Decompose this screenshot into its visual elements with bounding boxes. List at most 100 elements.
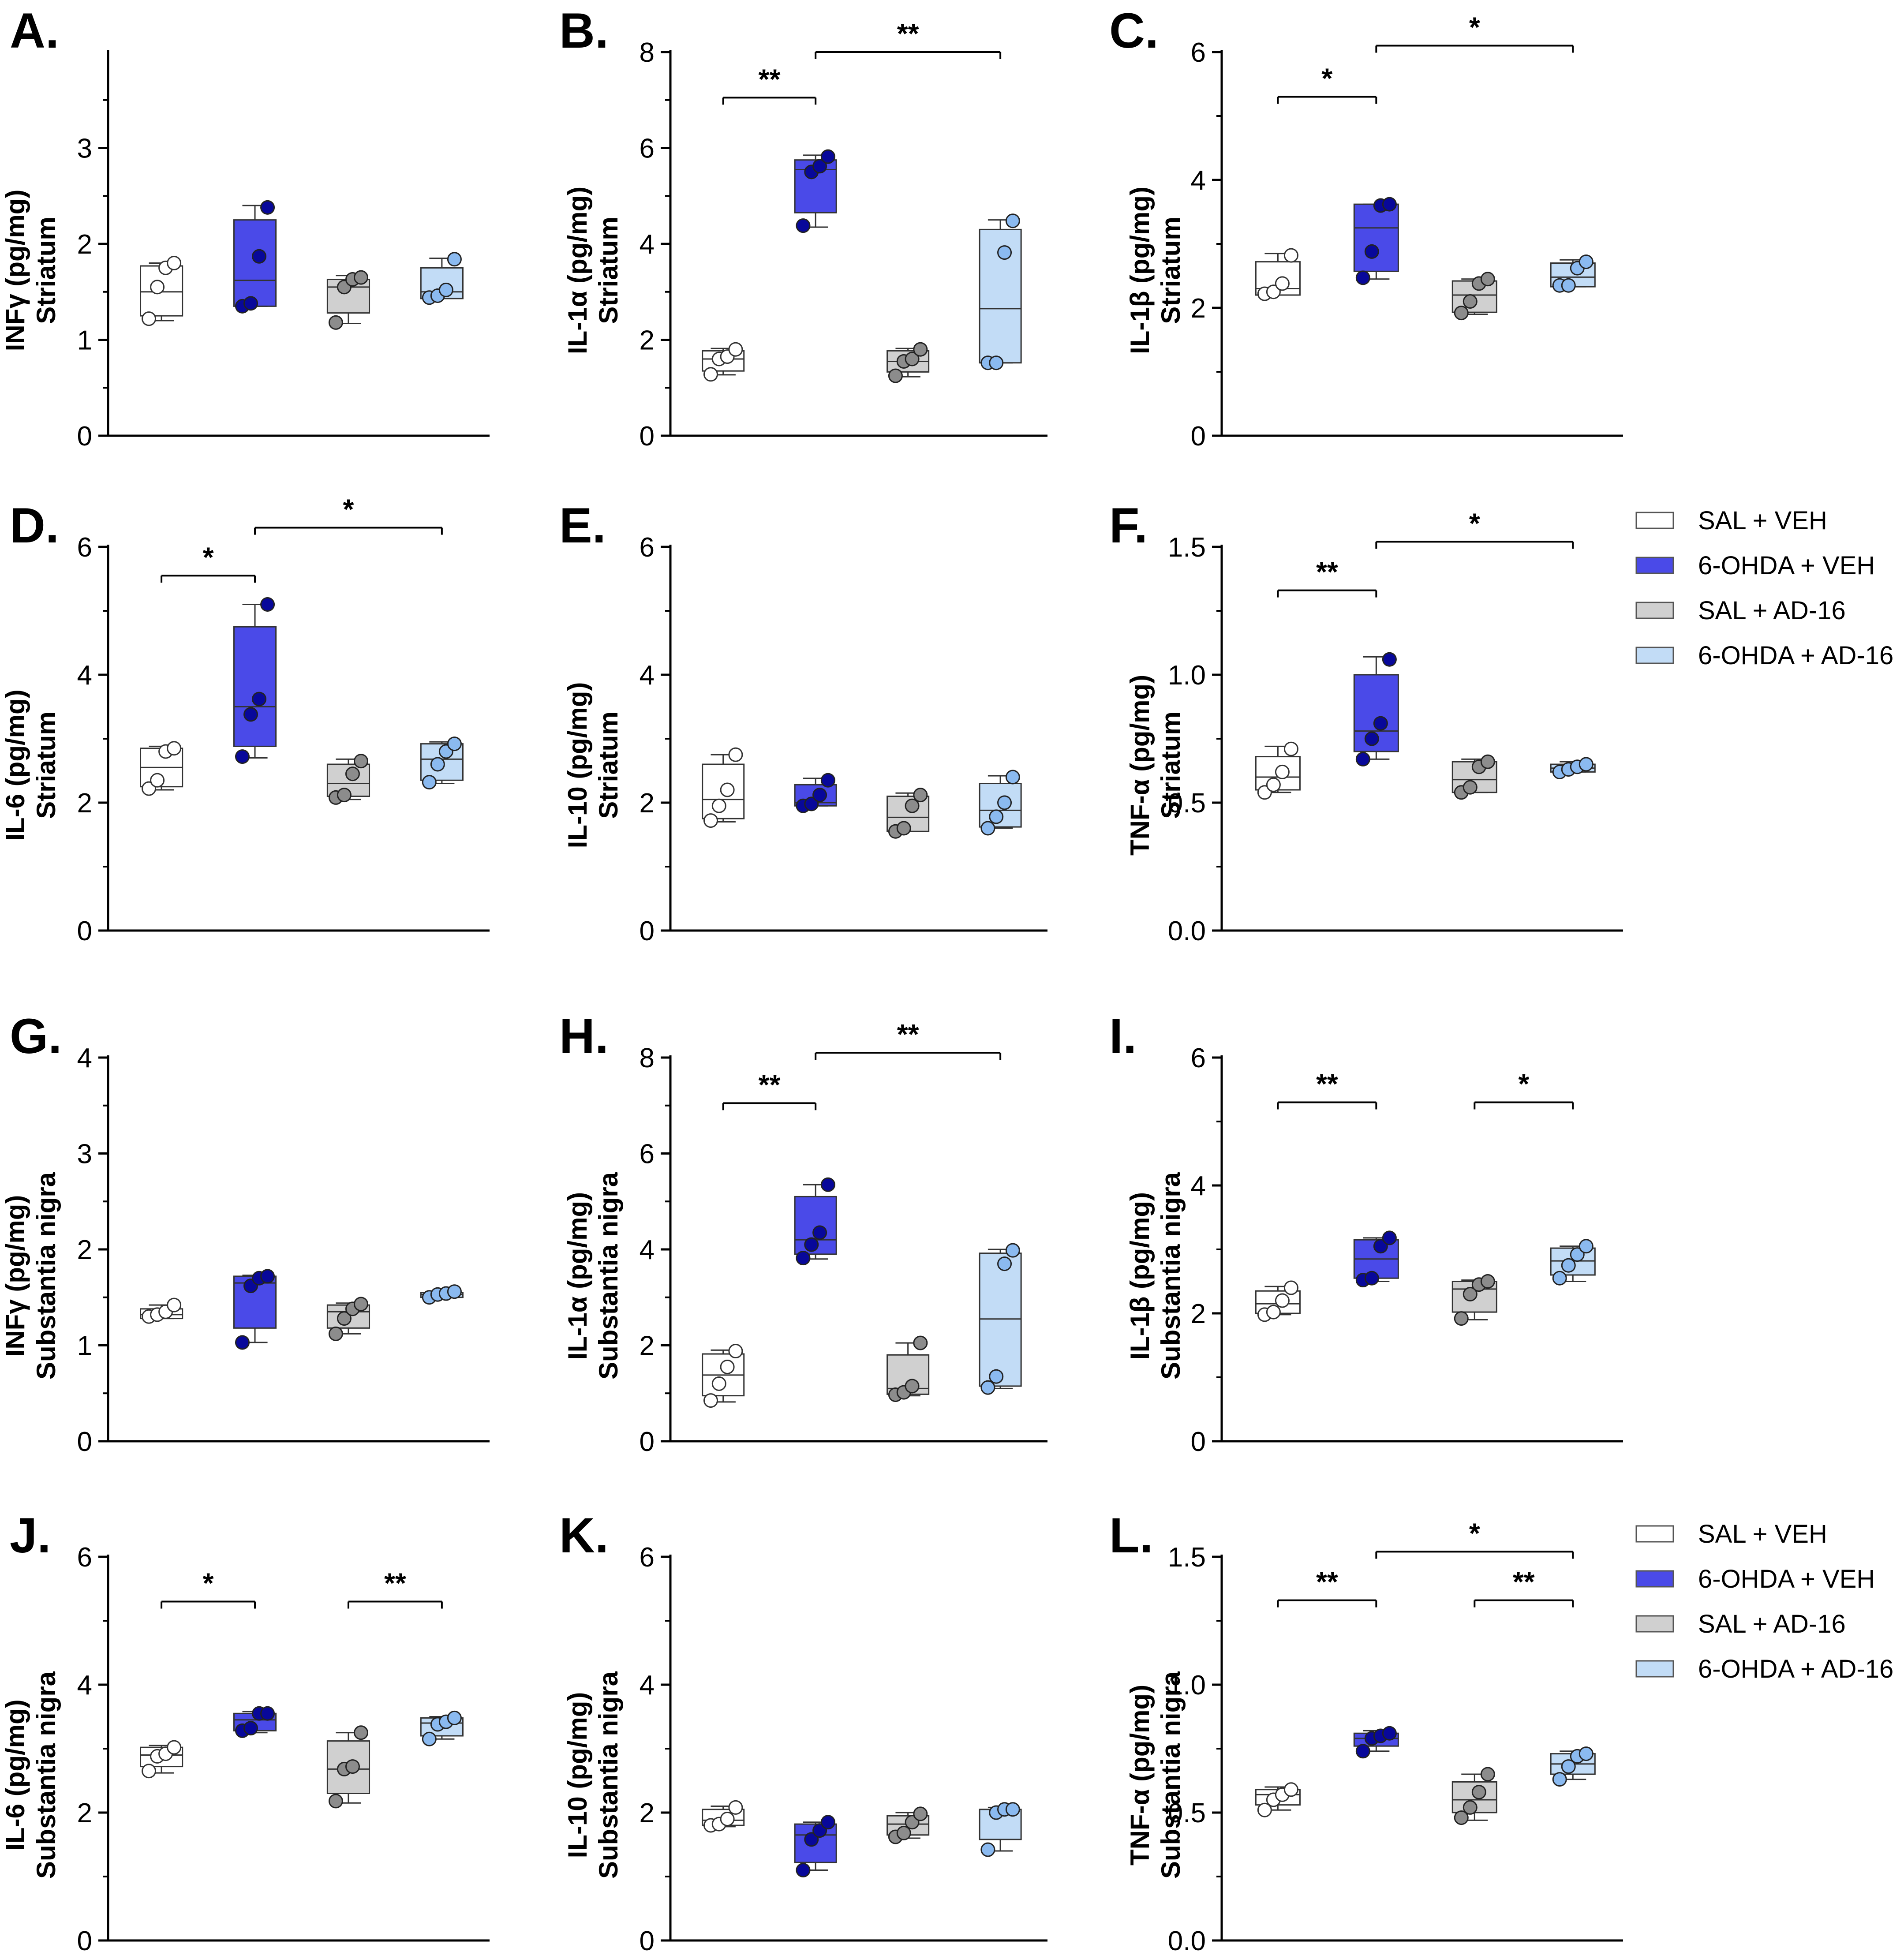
data-point (905, 351, 920, 366)
data-point (1005, 213, 1020, 228)
data-point (1579, 1239, 1594, 1254)
y-axis-label: IL-1α (pg/mg)Striatum (563, 187, 623, 354)
significance-bar: ** (1277, 1068, 1377, 1110)
data-point (997, 245, 1012, 260)
y-axis-label-line: Substantia nigra (31, 1671, 61, 1879)
panel-label: I. (1109, 1009, 1137, 1064)
significance-bar: * (1375, 11, 1574, 53)
y-axis-label-line: Substantia nigra (1156, 1172, 1186, 1380)
y-tick-label: 1.0 (1168, 1670, 1206, 1701)
panel-a: A. 0 1 2 3 INFγ (pg/mg)Striatum (0, 3, 490, 452)
data-point (1552, 1271, 1567, 1286)
data-point (260, 200, 275, 215)
legend-swatch (1635, 1660, 1674, 1678)
data-point (1275, 1293, 1290, 1308)
significance-bar: ** (722, 63, 817, 105)
data-point (1561, 1258, 1576, 1273)
y-axis-label: IL-1β (pg/mg)Striatum (1125, 187, 1186, 354)
y-tick-label: 0 (640, 1427, 655, 1457)
significance-bar: ** (1474, 1566, 1574, 1608)
data-point (243, 1721, 258, 1736)
box-iqr (979, 1252, 1022, 1387)
legend-swatch (1635, 557, 1674, 574)
box-6-ohda-ad-16 (1550, 1746, 1596, 1787)
data-point (150, 280, 165, 295)
data-point (447, 1284, 462, 1299)
y-tick-label: 2 (77, 788, 92, 819)
box-sal-veh (140, 256, 183, 326)
data-point (1005, 770, 1020, 785)
y-tick-label: 6 (1191, 1043, 1206, 1073)
data-point (243, 707, 258, 722)
data-point (796, 1251, 811, 1266)
data-point (1480, 1274, 1495, 1289)
data-point (703, 813, 718, 828)
data-point (820, 1177, 835, 1192)
box-sal-veh (702, 1800, 745, 1833)
sig-label: ** (759, 63, 781, 95)
data-point (353, 1297, 368, 1312)
significance-bar: ** (815, 18, 1002, 59)
box-sal-veh (140, 741, 183, 796)
y-tick-label: 1 (77, 325, 92, 356)
data-point (812, 788, 827, 803)
sig-label: * (1469, 11, 1480, 43)
y-tick-label: 2 (1191, 1299, 1206, 1329)
y-tick-label: 0 (640, 421, 655, 452)
significance-bar: ** (1277, 556, 1377, 598)
data-point (1283, 741, 1298, 756)
panel-label: H. (559, 1009, 609, 1064)
sig-label: ** (759, 1069, 781, 1100)
y-axis-label-line: Striatum (1156, 217, 1186, 324)
panel-b: B. 0 2 4 6 8 IL-1α (pg/mg)Striatum ** ** (559, 3, 1047, 452)
sig-label: * (203, 541, 214, 573)
panel-label: G. (10, 1009, 62, 1064)
box-sal-ad-16 (1451, 754, 1497, 800)
significance-bar: ** (815, 1018, 1002, 1060)
y-tick-label: 0 (77, 1427, 92, 1457)
data-point (720, 1812, 735, 1826)
data-point (1283, 1782, 1298, 1797)
data-point (1463, 294, 1478, 309)
data-point (896, 821, 911, 836)
box-6-ohda-ad-16 (979, 213, 1022, 370)
significance-bar: ** (722, 1069, 817, 1110)
data-point (1382, 197, 1397, 212)
data-point (1561, 1759, 1576, 1774)
significance-bar: ** (1277, 1566, 1377, 1608)
y-tick-label: 1 (77, 1331, 92, 1361)
data-point (167, 741, 182, 756)
data-point (728, 747, 743, 762)
y-axis-label: IL-1α (pg/mg)Substantia nigra (563, 1172, 623, 1380)
data-point (1480, 272, 1495, 287)
panel-label: A. (10, 3, 59, 58)
data-point (260, 1706, 275, 1721)
y-axis-label: IL-6 (pg/mg)Striatum (0, 689, 61, 841)
data-point (1382, 652, 1397, 667)
data-point (260, 597, 275, 612)
legend-1: SAL + VEH 6-OHDA + VEH SAL + AD-16 6-OHDA +… (1635, 506, 1893, 670)
data-point (243, 296, 258, 311)
significance-bar: * (161, 541, 256, 583)
data-point (1005, 1243, 1020, 1258)
significance-bar: ** (347, 1567, 443, 1609)
legend-swatch (1635, 1525, 1674, 1543)
data-point (438, 282, 453, 297)
box-sal-veh (1255, 1280, 1301, 1322)
data-point (1257, 1802, 1272, 1817)
data-point (1454, 1311, 1469, 1326)
y-tick-label: 0 (640, 1926, 655, 1956)
y-tick-label: 2 (640, 1331, 655, 1361)
data-point (905, 798, 920, 813)
data-point (1579, 757, 1594, 772)
y-tick-label: 1.5 (1168, 1542, 1206, 1573)
data-point (1283, 248, 1298, 263)
data-point (353, 270, 368, 285)
data-point (980, 1380, 995, 1395)
box-sal-veh (140, 1297, 183, 1324)
y-tick-label: 0 (640, 916, 655, 946)
panel-e: E. 0 2 4 6 IL-10 (pg/mg)Striatum (559, 498, 1047, 946)
panel-label: L. (1109, 1508, 1153, 1563)
y-axis-label-line: IL-1β (pg/mg) (1125, 1192, 1155, 1360)
data-point (1266, 284, 1281, 299)
